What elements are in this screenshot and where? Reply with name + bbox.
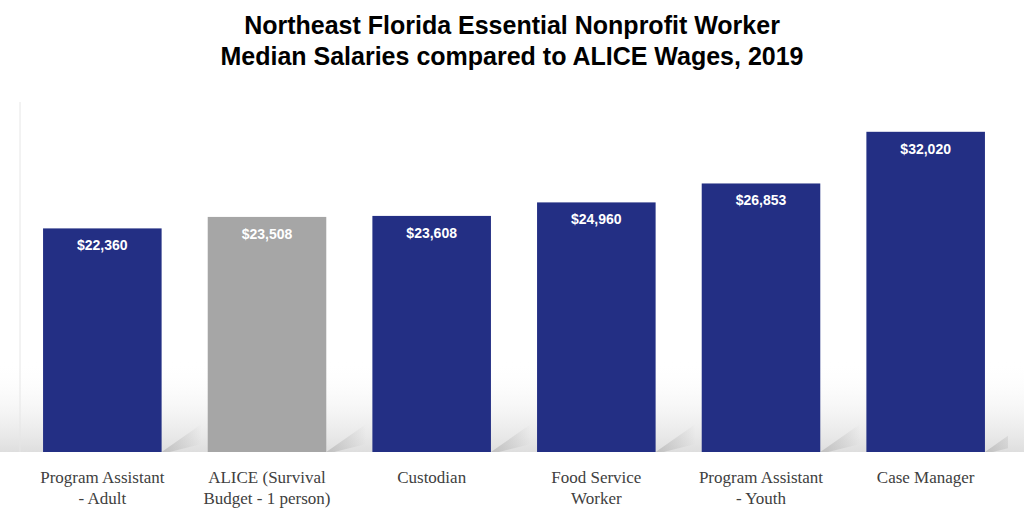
bar: [537, 202, 656, 452]
bar-shadow: [326, 424, 366, 452]
category-label: ALICE (SurvivalBudget - 1 person): [203, 468, 330, 508]
category-label: Food ServiceWorker: [551, 468, 641, 508]
bar: [208, 217, 327, 452]
data-label: $24,960: [571, 211, 622, 227]
category-label: Custodian: [397, 468, 466, 487]
chart-svg: Northeast Florida Essential Nonprofit Wo…: [0, 0, 1024, 528]
chart-container: Northeast Florida Essential Nonprofit Wo…: [0, 0, 1024, 528]
category-label: Program Assistant- Adult: [40, 468, 164, 508]
bar: [43, 228, 162, 452]
labels: $22,360 Program Assistant- Adult $23,508 AL…: [40, 141, 975, 508]
bar-shadow: [820, 424, 860, 452]
bar: [866, 132, 985, 452]
data-label: $26,853: [736, 192, 787, 208]
data-label: $22,360: [77, 237, 128, 253]
title: Northeast Florida Essential Nonprofit Wo…: [220, 11, 803, 70]
bars: [43, 132, 1008, 452]
data-label: $23,608: [406, 225, 457, 241]
bar-shadow: [162, 424, 202, 452]
category-label: Case Manager: [877, 468, 975, 487]
bar-shadow: [656, 424, 696, 452]
bar-shadow: [491, 424, 531, 452]
bar: [372, 216, 491, 452]
data-label: $23,508: [242, 226, 293, 242]
data-label: $32,020: [900, 141, 951, 157]
bar-shadow: [985, 424, 1008, 452]
category-label: Program Assistant- Youth: [699, 468, 823, 508]
bar: [702, 183, 821, 452]
y-axis-line: [20, 102, 21, 452]
